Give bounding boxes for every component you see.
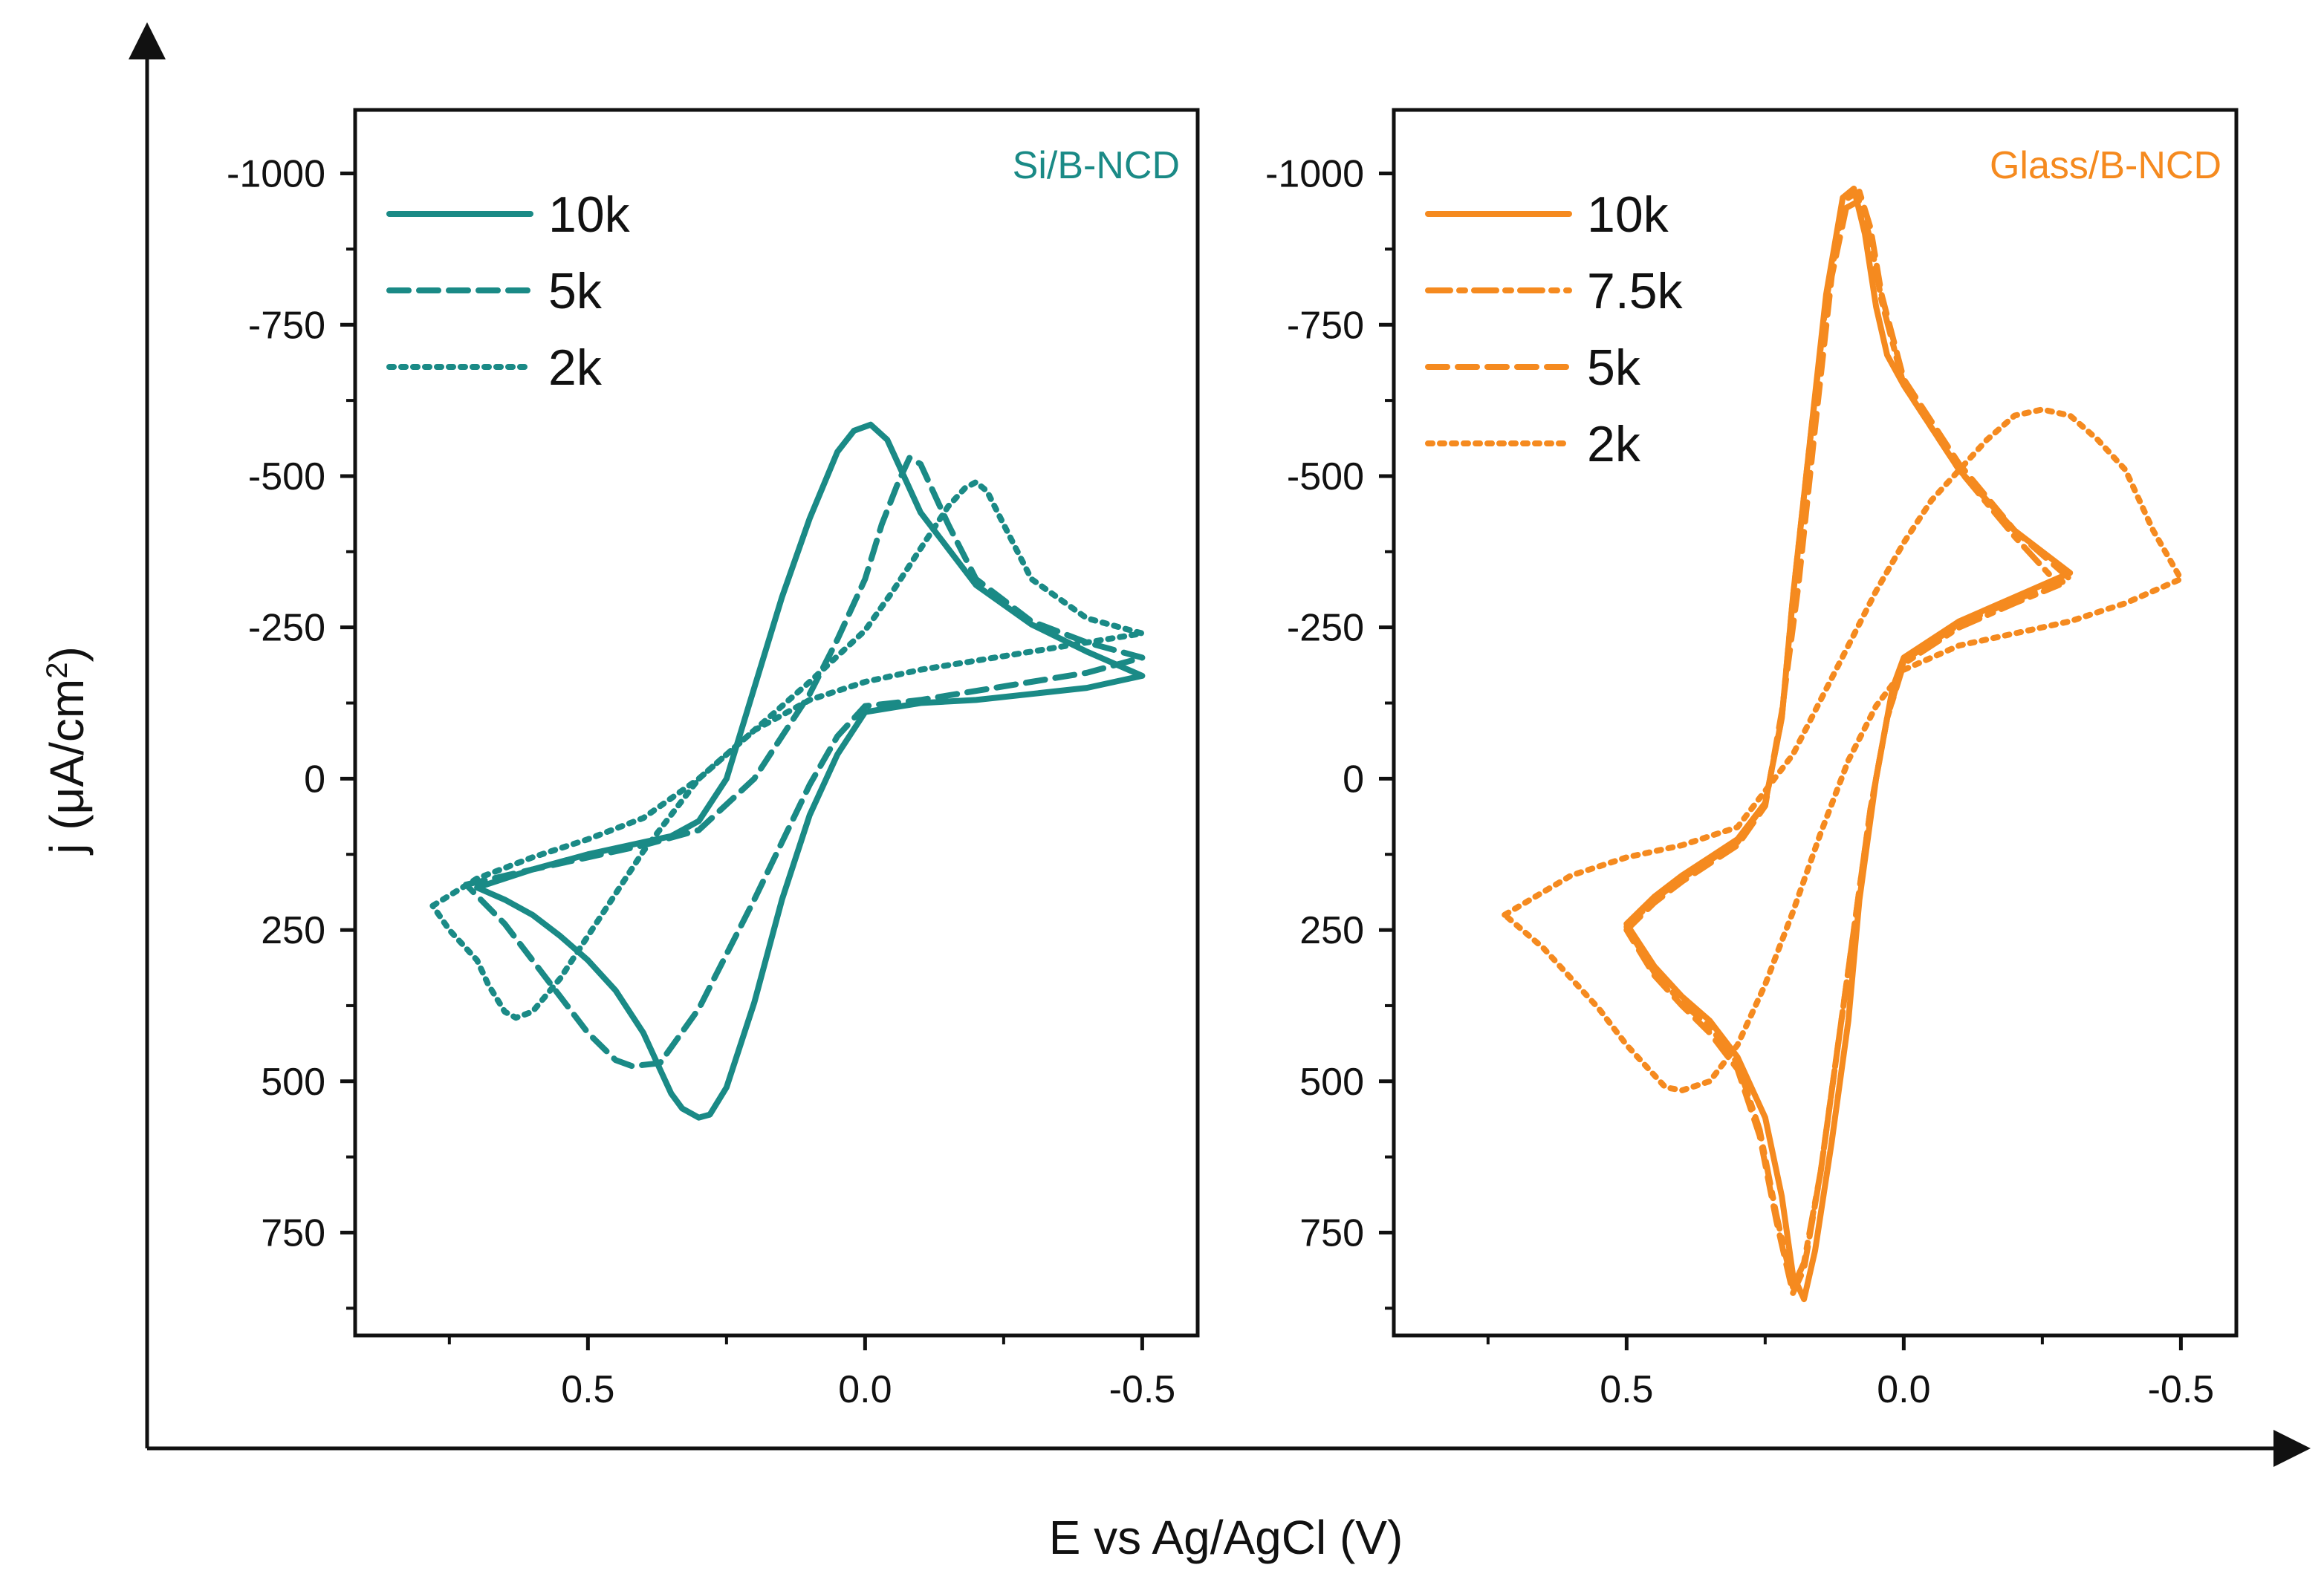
glass-plot-frame <box>1392 108 2239 1338</box>
glass-ytick-label: 0 <box>1343 758 1364 801</box>
si-series-10k <box>474 421 1146 1121</box>
si-ytick-label: 750 <box>261 1211 325 1255</box>
si-ytick-label: -500 <box>248 455 325 498</box>
y-axis-title-end: ) <box>40 646 94 662</box>
glass-ytick-label: 500 <box>1299 1061 1364 1104</box>
glass-ytick-label: 750 <box>1299 1211 1364 1255</box>
glass-ytick-label: -250 <box>1287 607 1364 650</box>
si-curves <box>429 421 1146 1121</box>
glass-panel-title: Glass/B-NCD <box>1990 144 2221 187</box>
glass-xtick-label: -0.5 <box>2148 1368 2215 1411</box>
glass-xtick-label: 0.5 <box>1600 1368 1653 1411</box>
si-ytick-label: -750 <box>248 304 325 347</box>
y-axis-title-sup: 2 <box>41 663 74 679</box>
x-axis-title: E vs Ag/AgCl (V) <box>1049 1511 1403 1564</box>
si-ytick-label: 500 <box>261 1061 325 1104</box>
panel-si-b-ncd: -1000 -750 -500 -250 0 250 500 750 0.5 0.0 -0.5 Si… <box>227 108 1200 1411</box>
glass-legend-label-5k: 5k <box>1587 339 1641 396</box>
glass-xtick-label: 0.0 <box>1877 1368 1930 1411</box>
glass-legend: 10k 7.5k 5k 2k <box>1425 186 1684 472</box>
glass-series-7-5k <box>1623 198 2062 1290</box>
si-legend-label-2k: 2k <box>548 339 603 396</box>
si-plot-frame <box>353 108 1200 1338</box>
glass-legend-label-10k: 10k <box>1587 186 1669 243</box>
glass-legend-label-2k: 2k <box>1587 416 1641 472</box>
si-xtick-label: 0.0 <box>838 1368 892 1411</box>
glass-series-5k <box>1623 189 2074 1296</box>
si-ytick-label: 250 <box>261 909 325 952</box>
glass-series-2k <box>1502 406 2184 1093</box>
si-ytick-label: -1000 <box>227 153 325 196</box>
si-series-2k <box>429 479 1146 1021</box>
panel-glass-b-ncd: -1000 -750 -500 -250 0 250 500 750 0.5 0.0 -0.5 Gl… <box>1265 108 2239 1411</box>
si-xtick-label: -0.5 <box>1109 1368 1176 1411</box>
si-xtick-label: 0.5 <box>561 1368 614 1411</box>
y-axis-title-main: j (μA/cm <box>40 679 94 856</box>
glass-legend-label-7-5k: 7.5k <box>1587 263 1684 319</box>
glass-ytick-label: -500 <box>1287 455 1364 498</box>
si-series-5k <box>463 455 1146 1070</box>
glass-series-10k <box>1623 185 2074 1303</box>
si-ytick-label: -250 <box>248 607 325 650</box>
glass-ytick-label: 250 <box>1299 909 1364 952</box>
glass-ticks: -1000 -750 -500 -250 0 250 500 750 0.5 0.0 -0.5 <box>1265 153 2214 1411</box>
y-axis-title: j (μA/cm2) <box>40 646 94 856</box>
glass-curves <box>1502 185 2184 1303</box>
si-ticks: -1000 -750 -500 -250 0 250 500 750 0.5 0.0 -0.5 <box>227 153 1175 1411</box>
si-panel-title: Si/B-NCD <box>1013 144 1180 187</box>
glass-ytick-label: -1000 <box>1265 153 1364 196</box>
si-ytick-label: 0 <box>304 758 325 801</box>
glass-ytick-label: -750 <box>1287 304 1364 347</box>
si-legend: 10k 5k 2k <box>386 186 631 396</box>
si-legend-label-10k: 10k <box>548 186 631 243</box>
si-legend-label-5k: 5k <box>548 263 603 319</box>
